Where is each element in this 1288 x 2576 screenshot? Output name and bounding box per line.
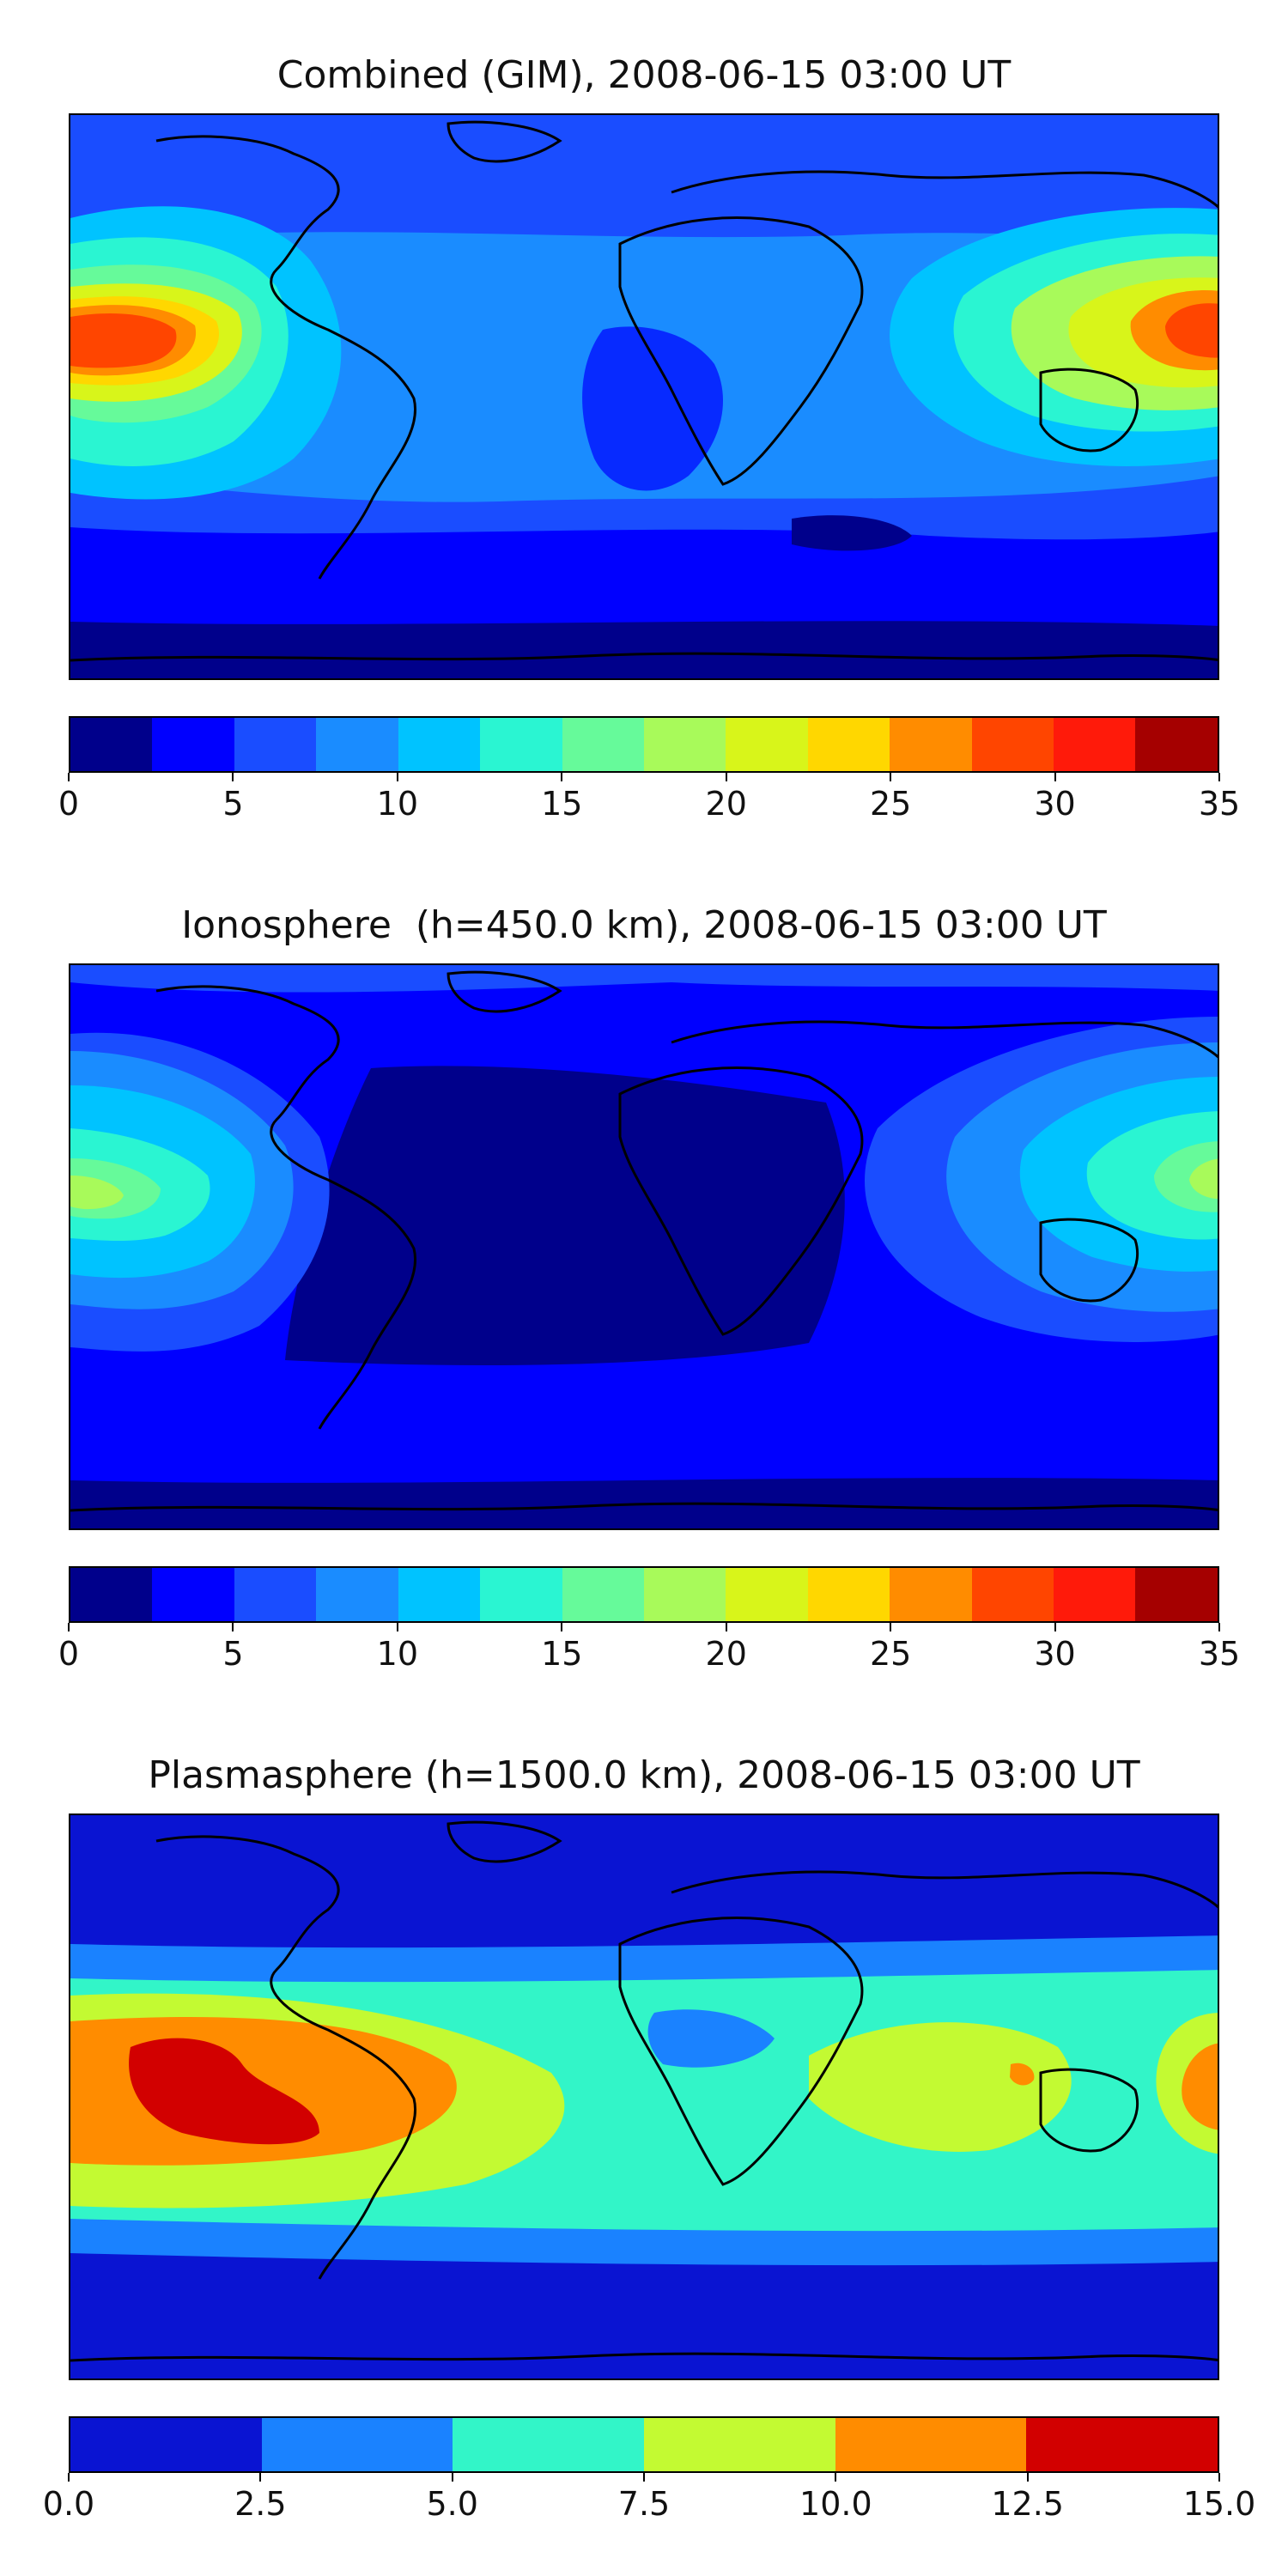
panel-title: Plasmasphere (h=1500.0 km), 2008-06-15 0… (148, 1753, 1140, 1797)
colorbar-segment (643, 718, 726, 771)
colorbar-segment (971, 718, 1054, 771)
plasmasphere-map (69, 1814, 1219, 2380)
tick-mark (396, 1623, 398, 1631)
ionosphere-colorbar-ticks: 0 5 10 15 20 25 30 35 (58, 1623, 1240, 1674)
tick-mark (1054, 1623, 1056, 1631)
colorbar-segment (1054, 718, 1136, 771)
colorbar-segment (835, 2418, 1027, 2471)
tick-mark (68, 773, 70, 781)
tick-mark (725, 773, 727, 781)
tick-label: 5.0 (426, 2485, 478, 2523)
colorbar-segment (234, 718, 317, 771)
tick-mark (725, 1623, 727, 1631)
tick-label: 30 (1034, 785, 1076, 823)
colorbar-segment (70, 2418, 262, 2471)
tick-mark (451, 2473, 453, 2482)
colorbar-segment (643, 1568, 726, 1621)
combined-colorbar (69, 716, 1219, 773)
tick-label: 15.0 (1182, 2485, 1256, 2523)
colorbar-segment (1054, 1568, 1136, 1621)
colorbar-segment (70, 1568, 153, 1621)
ionosphere-map-canvas (70, 965, 1218, 1528)
tick-mark (259, 2473, 262, 2482)
tick-mark (68, 1623, 70, 1631)
tick-label: 35 (1198, 1635, 1241, 1673)
tick-label: 20 (705, 785, 747, 823)
colorbar-segment (152, 718, 234, 771)
combined-map (69, 113, 1219, 680)
tick-label: 2.5 (234, 2485, 287, 2523)
tick-label: 35 (1198, 785, 1241, 823)
tick-mark (561, 773, 563, 781)
colorbar-segment (316, 718, 398, 771)
plasmasphere-map-canvas (70, 1815, 1218, 2379)
colorbar-segment (1135, 718, 1218, 771)
tick-label: 0 (58, 785, 80, 823)
colorbar-segment (316, 1568, 398, 1621)
colorbar-segment (398, 1568, 481, 1621)
tick-mark (232, 773, 234, 781)
tick-mark (68, 2473, 70, 2482)
colorbar-segment (1026, 2418, 1218, 2471)
colorbar-segment (807, 718, 890, 771)
combined-colorbar-ticks: 0 5 10 15 20 25 30 35 (58, 773, 1240, 824)
tick-label: 15 (541, 785, 583, 823)
colorbar-segment (644, 2418, 835, 2471)
colorbar-segment (152, 1568, 234, 1621)
tick-mark (1218, 2473, 1220, 2482)
tick-label: 10.0 (799, 2485, 872, 2523)
tick-mark (835, 2473, 837, 2482)
tick-mark (561, 1623, 563, 1631)
ionosphere-colorbar (69, 1566, 1219, 1623)
ionosphere-map (69, 963, 1219, 1530)
colorbar-segment (1135, 1568, 1218, 1621)
tick-mark (1218, 773, 1220, 781)
tick-label: 12.5 (991, 2485, 1064, 2523)
colorbar-segment (234, 1568, 317, 1621)
combined-map-canvas (70, 115, 1218, 678)
colorbar-segment (70, 718, 153, 771)
tick-mark (890, 773, 892, 781)
colorbar-segment (453, 2418, 645, 2471)
tick-mark (1218, 1623, 1220, 1631)
panel-title: Combined (GIM), 2008-06-15 03:00 UT (276, 53, 1012, 97)
plasmasphere-colorbar (69, 2416, 1219, 2473)
tick-label: 0 (58, 1635, 80, 1673)
colorbar-segment (480, 1568, 562, 1621)
tick-label: 10 (376, 785, 419, 823)
colorbar-segment (726, 1568, 808, 1621)
tick-label: 15 (541, 1635, 583, 1673)
colorbar-segment (562, 718, 644, 771)
tick-mark (396, 773, 398, 781)
tick-mark (1026, 2473, 1029, 2482)
tick-label: 25 (869, 785, 912, 823)
tick-label: 7.5 (617, 2485, 671, 2523)
tick-mark (1054, 773, 1056, 781)
tick-label: 0.0 (42, 2485, 95, 2523)
tick-label: 5 (222, 1635, 244, 1673)
tick-label: 30 (1034, 1635, 1076, 1673)
colorbar-segment (398, 718, 481, 771)
colorbar-segment (261, 2418, 453, 2471)
tick-label: 10 (376, 1635, 419, 1673)
tick-label: 25 (869, 1635, 912, 1673)
colorbar-segment (890, 1568, 972, 1621)
colorbar-segment (807, 1568, 890, 1621)
tick-mark (232, 1623, 234, 1631)
tick-label: 20 (705, 1635, 747, 1673)
tick-label: 5 (222, 785, 244, 823)
colorbar-segment (562, 1568, 644, 1621)
panel-title: Ionosphere (h=450.0 km), 2008-06-15 03:0… (181, 903, 1107, 947)
colorbar-segment (890, 718, 972, 771)
tick-mark (643, 2473, 645, 2482)
tick-mark (890, 1623, 892, 1631)
plasmasphere-colorbar-ticks: 0.0 2.5 5.0 7.5 10.0 12.5 15.0 (43, 2473, 1255, 2524)
colorbar-segment (480, 718, 562, 771)
colorbar-segment (726, 718, 808, 771)
colorbar-segment (971, 1568, 1054, 1621)
